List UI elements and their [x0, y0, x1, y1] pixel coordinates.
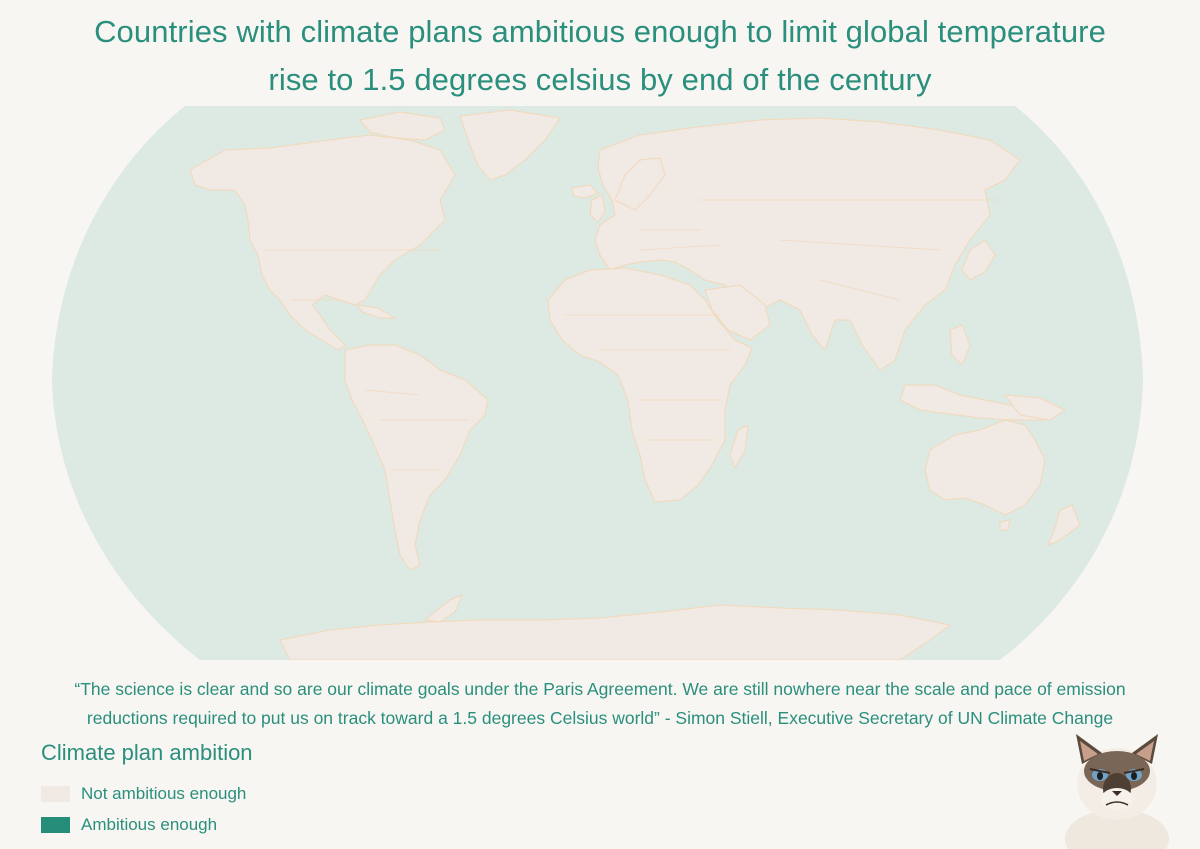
legend-item-not-ambitious: Not ambitious enough	[41, 784, 246, 804]
legend-swatch-ambitious	[41, 817, 70, 833]
legend-item-ambitious: Ambitious enough	[41, 815, 217, 835]
philippines	[949, 324, 971, 366]
quote-block: “The science is clear and so are our cli…	[0, 675, 1200, 733]
antarctic-peninsula	[424, 594, 463, 623]
continent-antarctica	[279, 604, 951, 660]
title-line-1: Countries with climate plans ambitious e…	[94, 14, 1106, 49]
border-lines-eurasia	[639, 199, 1000, 301]
madagascar	[729, 424, 749, 469]
scandinavia	[614, 157, 666, 211]
southeast-asia-islands	[899, 384, 1046, 421]
border-lines-americas	[265, 249, 470, 471]
border-lines-africa	[565, 314, 730, 441]
quote-line-2: reductions required to put us on track t…	[86, 708, 1114, 728]
iceland	[571, 184, 599, 199]
new-guinea	[1004, 394, 1066, 421]
quote-line-1: “The science is clear and so are our cli…	[74, 679, 1126, 699]
great-britain	[589, 194, 606, 223]
continent-eurasia	[594, 117, 1021, 371]
tasmania	[999, 519, 1011, 531]
map-title: Countries with climate plans ambitious e…	[0, 8, 1200, 104]
arctic-islands	[359, 111, 446, 141]
legend-title: Climate plan ambition	[41, 740, 253, 765]
new-zealand	[1047, 504, 1081, 546]
continent-north-america	[189, 134, 456, 351]
continent-africa	[547, 267, 753, 503]
cuba	[357, 304, 396, 319]
title-line-2: rise to 1.5 degrees celsius by end of th…	[268, 62, 932, 97]
greenland	[459, 109, 561, 181]
legend-label-not-ambitious: Not ambitious enough	[81, 784, 247, 803]
grumpy-cat-icon	[1065, 734, 1169, 849]
legend-swatch-not-ambitious	[41, 786, 70, 802]
continent-australia	[924, 419, 1046, 516]
japan	[961, 239, 996, 281]
legend-label-ambitious: Ambitious enough	[81, 815, 218, 834]
arabian-peninsula	[704, 284, 771, 341]
continent-south-america	[344, 344, 489, 571]
